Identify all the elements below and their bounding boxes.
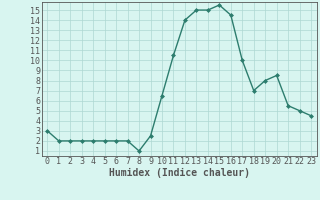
- X-axis label: Humidex (Indice chaleur): Humidex (Indice chaleur): [109, 168, 250, 178]
